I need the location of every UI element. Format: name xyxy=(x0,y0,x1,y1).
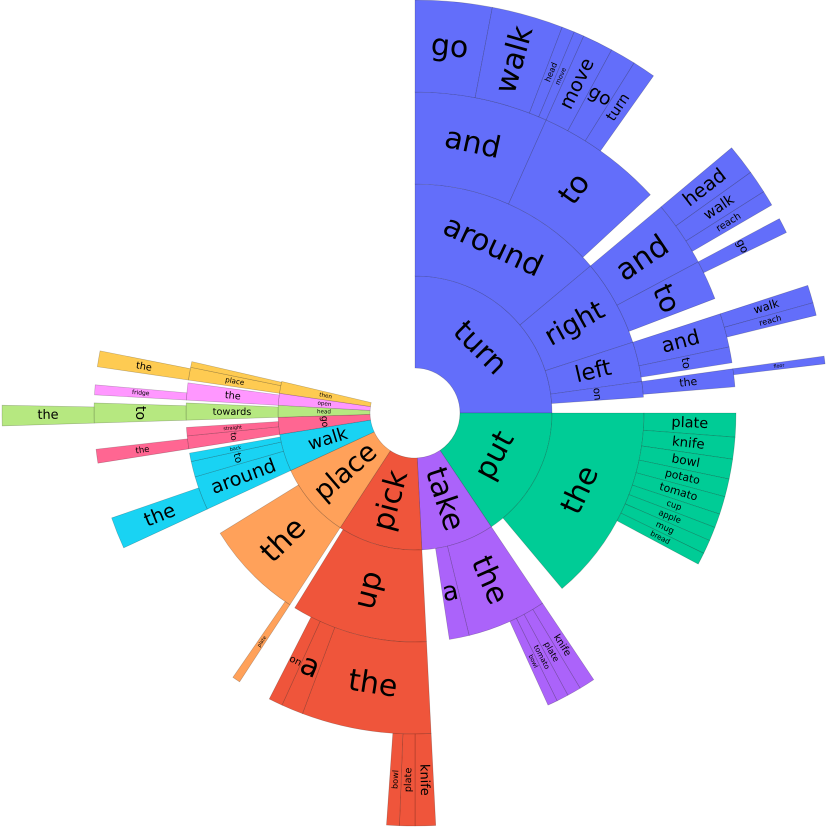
sunburst-segment xyxy=(675,171,765,242)
sunburst-segment xyxy=(567,49,635,142)
segment-label: back xyxy=(229,445,242,453)
sunburst-segment xyxy=(545,35,613,132)
segment-label: place xyxy=(225,375,246,387)
segment-label: a xyxy=(440,576,461,609)
sunburst-segment xyxy=(416,449,492,551)
sunburst-segment xyxy=(186,426,281,450)
sunburst-segment xyxy=(523,608,581,696)
sunburst-segment xyxy=(439,412,553,528)
segment-label: bowl xyxy=(671,451,701,470)
sunburst-segment xyxy=(339,450,423,551)
segment-label: the xyxy=(135,360,153,374)
sunburst-segment xyxy=(532,602,595,689)
segment-label: fridge xyxy=(132,389,150,397)
segment-label: straight xyxy=(223,425,242,433)
sunburst-segment xyxy=(279,419,375,471)
sunburst-segment xyxy=(509,617,558,706)
sunburst-segment xyxy=(474,6,563,114)
sunburst-segment xyxy=(584,62,654,152)
segment-label: to xyxy=(231,452,244,465)
sunburst-segment xyxy=(660,147,752,227)
segment-label: knife xyxy=(671,434,705,452)
segment-label: the xyxy=(346,663,400,705)
sunburst-segment xyxy=(94,384,188,401)
sunburst-segment xyxy=(290,431,391,529)
sunburst-segment xyxy=(1,404,95,427)
sunburst-segment xyxy=(641,429,736,460)
segment-label: towards xyxy=(213,407,252,418)
sunburst-segment xyxy=(616,261,716,332)
segment-label: go xyxy=(733,237,751,255)
sunburst-segment xyxy=(723,302,817,338)
segment-label: the xyxy=(37,408,58,423)
sunburst-segment xyxy=(219,484,341,606)
segment-label: open xyxy=(317,401,332,408)
segment-label: the xyxy=(135,445,150,457)
sunburst-segment xyxy=(632,313,730,367)
sunburst-segment xyxy=(302,627,432,735)
segment-label: on xyxy=(287,654,303,669)
sunburst-segment xyxy=(732,355,826,376)
sunburst-segment xyxy=(186,382,280,406)
sunburst-segment xyxy=(414,91,547,205)
sunburst-segment xyxy=(697,218,787,274)
sunburst-segment xyxy=(414,0,493,99)
segment-label: head xyxy=(317,409,331,415)
segment-label: knife xyxy=(416,764,432,796)
sunburst-segment xyxy=(294,529,427,643)
sunburst-segment xyxy=(529,26,575,118)
sunburst-segment xyxy=(93,402,187,424)
segment-label: to xyxy=(679,356,694,370)
sunburst-segment xyxy=(628,484,721,528)
sunburst-segment xyxy=(111,487,208,549)
segment-label: the xyxy=(224,390,241,402)
sunburst-segment xyxy=(643,412,737,438)
sunburst-segment xyxy=(508,119,651,258)
sunburst-segment xyxy=(620,503,710,554)
sunburst-segment xyxy=(502,412,645,589)
sunburst-segment xyxy=(685,191,773,252)
sunburst-segment xyxy=(95,438,190,464)
segment-label: to xyxy=(132,406,148,420)
sunburst-segment xyxy=(279,381,372,407)
sunburst-segment xyxy=(277,392,371,411)
segment-label: on xyxy=(590,387,602,401)
sunburst-segment xyxy=(232,601,291,683)
sunburst-segment xyxy=(515,613,569,702)
segment-label: the xyxy=(679,375,698,390)
segment-label: plate xyxy=(256,635,268,648)
sunburst-segment xyxy=(435,545,470,640)
sunburst-segment xyxy=(277,404,371,418)
sunburst-segment xyxy=(188,366,282,394)
sunburst-segment xyxy=(189,436,282,462)
sunburst-segment xyxy=(544,341,643,395)
sunburst-segment xyxy=(538,31,585,121)
sunburst-segment xyxy=(268,616,321,706)
segment-label: go xyxy=(318,415,330,428)
sunburst-segment xyxy=(386,732,404,827)
sunburst-segment xyxy=(641,368,736,395)
sunburst-segment xyxy=(719,284,814,328)
segment-label: go xyxy=(429,27,470,65)
segment-label: floor xyxy=(773,363,785,370)
sunburst-segment xyxy=(185,402,279,421)
segment-label: cup xyxy=(665,499,683,514)
sunburst-segment xyxy=(190,361,282,386)
segment-label: then xyxy=(319,392,333,400)
segment-label: plate xyxy=(671,415,708,432)
segment-label: plate xyxy=(403,768,414,793)
sunburst-segment xyxy=(194,450,292,510)
sunburst-segment xyxy=(97,350,191,381)
sunburst-segment xyxy=(281,621,336,715)
segment-label: to xyxy=(228,432,239,442)
sunburst-segment xyxy=(186,421,280,437)
sunburst-segment xyxy=(550,381,644,404)
sunburst-segment xyxy=(414,183,591,326)
sunburst-segment xyxy=(616,512,705,565)
segment-label: bowl xyxy=(389,770,400,789)
sunburst-segment xyxy=(638,346,733,378)
